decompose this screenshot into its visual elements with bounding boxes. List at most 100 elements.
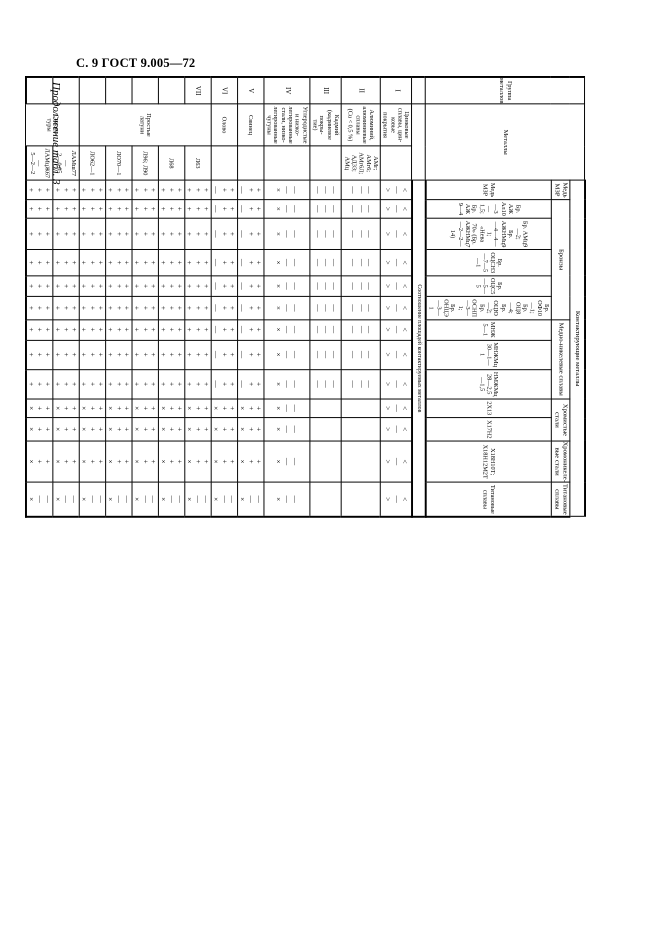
cell-r10-c11: + + × — [78, 440, 105, 483]
table-row: IV Углеродистые и низко-легированные стал… — [263, 76, 310, 517]
cell-r3-c2: — — × — [263, 218, 310, 250]
cell-r8-c1: + + + — [131, 199, 158, 219]
cell-r12-c8: + + + — [25, 369, 53, 399]
cell-r1-c0: — — — — [341, 180, 381, 200]
cell-r3-c7: — — × — [263, 340, 310, 370]
row-group-11: Сплава-туры — [25, 103, 79, 147]
cell-r0-c0: < — > — [380, 180, 412, 200]
cell-r9-c12: — — × — [105, 482, 132, 517]
cell-r5-c3: + + — — [210, 249, 237, 276]
cell-r3-c8: — — × — [263, 369, 310, 399]
row-metal-12: ЛАМцЖ67— 5—2—2 — [25, 146, 53, 181]
cell-r9-c10: + + × — [105, 417, 132, 441]
cell-r1-c11 — [341, 440, 381, 483]
cell-r9-c7: + + + — [105, 340, 132, 370]
cell-r9-c9: + + × — [105, 398, 132, 418]
header-contacting-metals: Контактирующие металлы — [569, 180, 586, 517]
cell-r3-c12: — — × — [263, 482, 310, 517]
cell-r12-c7: + + + — [25, 340, 53, 370]
cell-r1-c5: — — — — [341, 296, 381, 320]
cell-r9-c0: + + + — [105, 180, 132, 200]
cell-r4-c12: — — × — [237, 482, 264, 517]
cell-r0-c7: < — > — [380, 340, 412, 370]
column-header-1: Бр. АЖ Ал10—3—1,5; Бр. АЖ 9—4 — [425, 199, 552, 219]
row-metal-2 — [309, 146, 342, 181]
header-row-group: Группа металлов Металлы Контактирующие мет… — [425, 76, 586, 517]
colgroup-2: Медно-никелевые сплавы — [551, 319, 570, 399]
cell-r10-c4: + + + — [78, 275, 105, 297]
cell-r4-c9: + + × — [237, 398, 264, 418]
cell-r11-c4: + + + — [52, 275, 79, 297]
cell-r5-c10: + + × — [210, 417, 237, 441]
cell-r7-c12: — — × — [157, 482, 184, 517]
cell-r7-c10: + + × — [157, 417, 184, 441]
cell-r5-c9: + + × — [210, 398, 237, 418]
ratio-note-spacer-roman — [411, 76, 426, 104]
row-metal-0 — [380, 146, 412, 181]
cell-r0-c10: < — > — [380, 417, 412, 441]
cell-r12-c12: — — × — [25, 482, 53, 517]
cell-r4-c4: + + — — [237, 275, 264, 297]
row-roman-11 — [52, 76, 79, 104]
cell-r7-c3: + + + — [157, 249, 184, 276]
cell-r4-c3: + + — — [237, 249, 264, 276]
cell-r4-c7: + + — — [237, 340, 264, 370]
cell-r2-c1: — — — — [309, 199, 342, 219]
cell-r4-c6: + + — — [237, 319, 264, 341]
row-metal-1: АМг; АМг6; АМг6Л; АД33; АМц — [341, 146, 381, 181]
colgroup-4: Хромоникеле-вые стали — [551, 440, 570, 483]
cell-r2-c12 — [309, 482, 342, 517]
row-roman-1: II — [341, 76, 381, 104]
cell-r12-c10: + + × — [25, 417, 53, 441]
cell-r0-c6: < — > — [380, 319, 412, 341]
cell-r3-c5: — — × — [263, 296, 310, 320]
cell-r6-c5: + + + — [184, 296, 211, 320]
row-group-3: Углеродистые и низко-легированные стали,… — [263, 103, 310, 147]
cell-r4-c10: + + × — [237, 417, 264, 441]
cell-r7-c1: + + + — [157, 199, 184, 219]
cell-r10-c5: + + + — [78, 296, 105, 320]
cell-r3-c6: — — × — [263, 319, 310, 341]
colgroup-5: Титановые сплавы — [551, 482, 570, 517]
cell-r7-c11: + + × — [157, 440, 184, 483]
cell-r4-c2: + + — — [237, 218, 264, 250]
row-group-5: Олово — [210, 103, 238, 147]
table-row: Сплава-туры ЛАМш77— 2—0,05 + + + + + + + + + + + + + + + +… — [25, 76, 79, 517]
cell-r11-c1: + + + — [52, 199, 79, 219]
cell-r6-c4: + + + — [184, 275, 211, 297]
cell-r5-c5: + + — — [210, 296, 237, 320]
row-metal-10: ЛО62—1 — [78, 146, 106, 181]
cell-r10-c6: + + + — [78, 319, 105, 341]
column-header-10: Х17Н2 — [425, 417, 552, 441]
cell-r1-c1: — — — — [341, 199, 381, 219]
cell-r1-c9 — [341, 398, 381, 418]
column-header-6: МНЖ 5—1 — [425, 319, 552, 341]
cell-r6-c3: + + + — [184, 249, 211, 276]
cell-r7-c6: + + + — [157, 319, 184, 341]
page-header: С. 9 ГОСТ 9.005—72 — [76, 56, 196, 70]
cell-r4-c8: + + — — [237, 369, 264, 399]
cell-r10-c12: — — × — [78, 482, 105, 517]
column-header-11: Х18Н10Т; Х18Н12М2Т — [425, 440, 552, 483]
cell-r3-c9: — — × — [263, 398, 310, 418]
cell-r0-c9: < — > — [380, 398, 412, 418]
cell-r5-c1: + + — — [210, 199, 237, 219]
cell-r8-c8: + + + — [131, 369, 158, 399]
cell-r3-c0: — — × — [263, 180, 310, 200]
cell-r10-c10: + + × — [78, 417, 105, 441]
cell-r7-c2: + + + — [157, 218, 184, 250]
table-body: Группа металлов Металлы Контактирующие мет… — [25, 76, 586, 517]
cell-r12-c3: + + + — [25, 249, 53, 276]
cell-r12-c11: + + × — [25, 440, 53, 483]
cell-r3-c4: — — × — [263, 275, 310, 297]
cell-r4-c1: + + — — [237, 199, 264, 219]
colgroup-1: Бронзы — [551, 199, 570, 320]
row-group-4: Свинец — [237, 103, 264, 147]
row-group-0: Цинковые сплавы, цин-ковые покрытия — [380, 103, 412, 147]
row-metal-4 — [237, 146, 264, 181]
column-header-9: 2Х13 — [425, 398, 552, 418]
row-roman-9 — [105, 76, 132, 104]
cell-r6-c0: + + + — [184, 180, 211, 200]
cell-r7-c0: + + + — [157, 180, 184, 200]
